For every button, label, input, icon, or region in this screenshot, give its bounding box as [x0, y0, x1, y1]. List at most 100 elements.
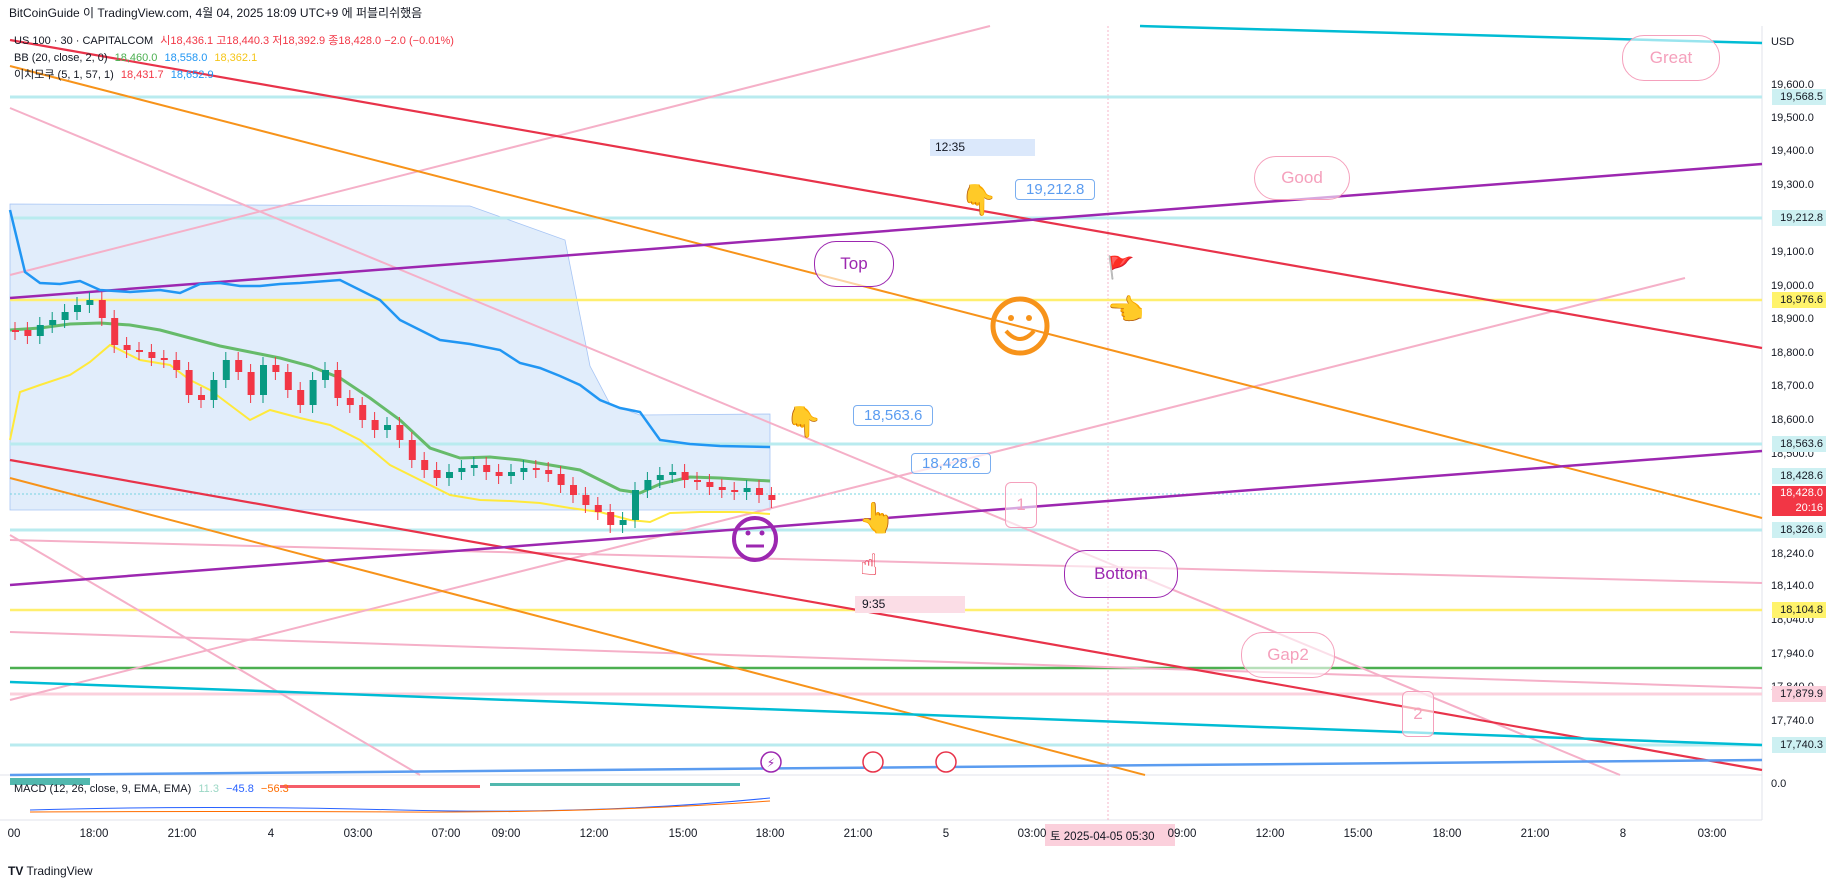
- price-level-label: 18,428.6: [1772, 468, 1826, 484]
- candle: [371, 420, 379, 430]
- candle: [545, 470, 553, 474]
- candle: [421, 460, 429, 470]
- price-tick: 18,700.0: [1771, 380, 1814, 392]
- candle: [644, 480, 652, 490]
- price-level-label: 18,976.6: [1772, 292, 1826, 308]
- time-label: 12:35: [935, 140, 966, 154]
- candlesticks: [12, 292, 776, 533]
- ichimoku-b-value: 18,652.9: [170, 69, 214, 81]
- ichimoku-a-value: 18,431.7: [120, 69, 164, 81]
- ichimoku-line: [8, 209, 771, 449]
- candle: [346, 398, 354, 405]
- candle: [408, 440, 416, 460]
- price-tick: 18,600.0: [1771, 414, 1814, 426]
- candle: [334, 370, 342, 398]
- hand-down-icon: 👇: [960, 183, 997, 218]
- time-tick: 18:00: [1432, 828, 1462, 840]
- price-callout[interactable]: 18,428.6: [911, 453, 992, 474]
- candle: [619, 520, 627, 525]
- candle: [222, 360, 230, 380]
- candle: [706, 482, 714, 487]
- symbol-name[interactable]: US 100 · 30 · CAPITALCOM: [14, 35, 154, 47]
- macd-pane: [10, 778, 771, 813]
- candle: [570, 485, 577, 495]
- time-tick: 4: [267, 828, 275, 840]
- price-callout[interactable]: 19,212.8: [1015, 179, 1096, 200]
- candle: [74, 305, 81, 312]
- publish-caption: BitCoinGuide 이 TradingView.com, 4월 04, 2…: [9, 6, 423, 20]
- ichimoku-legend[interactable]: 이치모쿠 (5, 1, 57, 1) 18,431.7 18,652.9: [14, 68, 218, 82]
- candle: [49, 320, 57, 325]
- countdown: 20:16: [1795, 502, 1823, 514]
- time-range-highlight: [855, 596, 965, 613]
- price-callout[interactable]: 18,563.6: [853, 405, 934, 426]
- candle: [24, 330, 32, 336]
- candle: [594, 505, 602, 512]
- time-tick: 12:00: [579, 828, 609, 840]
- time-tick: 18:00: [79, 828, 109, 840]
- candle: [322, 370, 329, 380]
- event-icons[interactable]: ⚡: [760, 751, 957, 773]
- candle: [470, 465, 478, 468]
- bubble-good[interactable]: Good: [1254, 156, 1350, 200]
- price-level-label: 19,568.5: [1772, 89, 1826, 105]
- price-tick: 17,940.0: [1771, 648, 1814, 660]
- time-tick: 15:00: [1343, 828, 1373, 840]
- price-level-label: 18,563.6: [1772, 436, 1826, 452]
- time-tick: 03:00: [1697, 828, 1727, 840]
- candle: [198, 395, 205, 400]
- price-tick: 18,900.0: [1771, 313, 1814, 325]
- current-price-label: 18,428.0 20:16: [1772, 486, 1826, 516]
- candle: [495, 472, 503, 476]
- flag-icon: 🚩: [1107, 255, 1134, 280]
- time-tick: 21:00: [167, 828, 197, 840]
- candle: [297, 390, 305, 405]
- price-level-label: 18,326.6: [1772, 522, 1826, 538]
- price-tick: 19,300.0: [1771, 179, 1814, 191]
- candle: [768, 495, 776, 500]
- time-tick: 07:00: [431, 828, 461, 840]
- price-tick: 19,400.0: [1771, 145, 1814, 157]
- price-tick: 17,740.0: [1771, 715, 1814, 727]
- candle: [582, 495, 590, 505]
- price-tick: 19,000.0: [1771, 280, 1814, 292]
- bb-legend[interactable]: BB (20, close, 2, 0) 18,460.0 18,558.0 1…: [14, 51, 261, 65]
- macd-value: 11.3: [198, 783, 219, 795]
- time-tick: 21:00: [1520, 828, 1550, 840]
- trend-lines: [9, 24, 1763, 777]
- bubble-gap2[interactable]: Gap2: [1241, 632, 1335, 678]
- macd-value: −45.8: [226, 783, 254, 795]
- price-level-label: 19,212.8: [1772, 210, 1826, 226]
- marker-2[interactable]: 2: [1402, 691, 1434, 737]
- flash-icon: [760, 751, 782, 773]
- hand-up-icon: 👆: [858, 500, 895, 535]
- macd-label: MACD (12, 26, close, 9, EMA, EMA): [14, 783, 192, 795]
- marker-1[interactable]: 1: [1005, 482, 1037, 528]
- candle: [284, 372, 292, 390]
- candle: [247, 372, 255, 395]
- candle: [458, 468, 466, 472]
- bb-mid-value: 18,460.0: [114, 52, 158, 64]
- currency-label[interactable]: USD: [1771, 36, 1795, 48]
- hand-down-icon: 👇: [785, 405, 822, 440]
- time-tick: 03:00: [1017, 828, 1047, 840]
- neutral-face-icon: [732, 516, 778, 562]
- macd-legend[interactable]: MACD (12, 26, close, 9, EMA, EMA) 11.3 −…: [14, 782, 293, 796]
- current-price: 18,428.0: [1780, 487, 1823, 499]
- candle: [632, 490, 639, 520]
- candle: [260, 365, 267, 395]
- bubble-top[interactable]: Top: [814, 241, 894, 287]
- symbol-legend: US 100 · 30 · CAPITALCOM 시18,436.1 고18,4…: [14, 34, 458, 48]
- candle: [669, 472, 677, 475]
- bubble-bottom[interactable]: Bottom: [1064, 550, 1178, 598]
- candle: [86, 300, 94, 305]
- bb-low-value: 18,362.1: [214, 52, 258, 64]
- bubble-great[interactable]: Great: [1622, 35, 1720, 81]
- candle: [656, 475, 664, 480]
- time-tick: 18:00: [755, 828, 785, 840]
- hand-left-icon: 👈: [1107, 293, 1144, 327]
- tradingview-logo[interactable]: TV TradingView: [8, 864, 93, 878]
- time-tick: 5: [942, 828, 950, 840]
- candle: [185, 370, 193, 395]
